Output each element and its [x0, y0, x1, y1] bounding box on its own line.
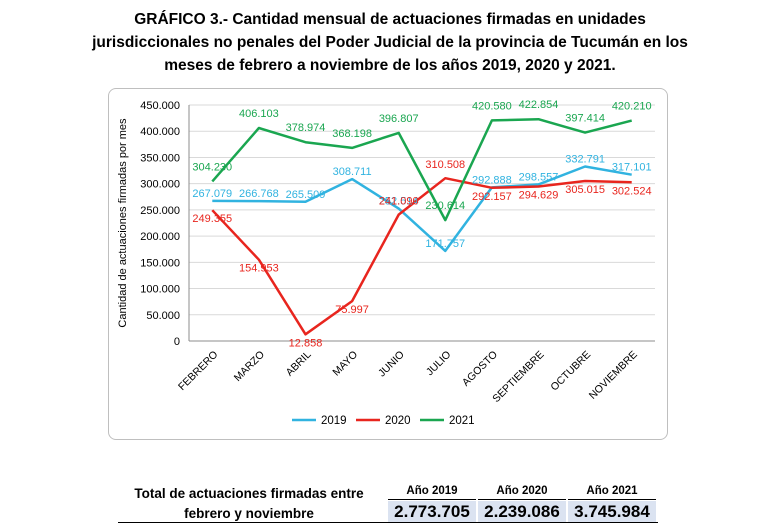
line-chart: 0 50.000 100.000 150.000 200.000 250.000 300.0…	[117, 99, 655, 427]
y-tick-label: 0	[174, 336, 180, 348]
data-label: 294.629	[519, 189, 559, 201]
x-tick-label: AGOSTO	[460, 349, 500, 389]
y-axis-label: Cantidad de actuaciones firmadas por mes	[117, 118, 129, 328]
data-label: 292.888	[472, 174, 512, 186]
x-tick-label: NOVIEMBRE	[587, 349, 640, 402]
totals-value: 2.239.086	[478, 501, 566, 523]
totals-year: Año 2020	[478, 484, 566, 500]
y-tick-label: 350.000	[140, 152, 180, 164]
totals-underline	[118, 522, 658, 523]
data-label: 305.015	[565, 184, 605, 196]
data-label: 230.614	[425, 200, 465, 212]
y-tick-label: 250.000	[140, 205, 180, 217]
series-line-2020	[211, 176, 632, 336]
data-label: 249.355	[192, 213, 232, 225]
series-line-2019	[212, 165, 632, 253]
totals-table: Total de actuaciones firmadas entre febr…	[118, 484, 658, 524]
y-tick-label: 450.000	[140, 100, 180, 112]
data-label: 12.858	[289, 337, 323, 349]
data-label: 406.103	[239, 108, 279, 120]
data-label: 397.414	[565, 113, 605, 125]
data-label: 332.791	[565, 153, 605, 165]
data-label: 420.580	[472, 100, 512, 112]
data-label: 75.997	[335, 304, 369, 316]
data-label: 241.090	[379, 196, 419, 208]
x-tick-label: JULIO	[424, 349, 454, 379]
data-label: 304.230	[192, 161, 232, 173]
totals-label: Total de actuaciones firmadas entre febr…	[118, 484, 380, 524]
series-line-2021	[211, 117, 633, 222]
data-label: 265.509	[286, 189, 326, 201]
data-label: 292.157	[472, 191, 512, 203]
data-label: 154.953	[239, 263, 279, 275]
legend-label: 2021	[449, 415, 475, 427]
x-tick-label: ABRIL	[284, 349, 314, 379]
data-label: 252.514	[379, 196, 419, 208]
chart-area	[108, 88, 668, 440]
y-tick-label: 400.000	[140, 126, 180, 138]
x-tick-label: OCTUBRE	[548, 349, 593, 394]
legend-label: 2020	[385, 415, 411, 427]
totals-column-2019: Año 2019 2.773.705	[388, 484, 476, 523]
totals-label-line: febrero y noviembre	[184, 506, 314, 521]
x-tick-label: FEBRERO	[176, 349, 220, 393]
title-line: GRÁFICO 3.- Cantidad mensual de actuacio…	[134, 11, 646, 28]
y-tick-label: 150.000	[140, 257, 180, 269]
legend-label: 2019	[321, 415, 347, 427]
data-label: 420.210	[612, 101, 652, 113]
data-label: 422.854	[519, 99, 559, 111]
title-line: jurisdiccionales no penales del Poder Ju…	[92, 34, 688, 51]
data-label: 266.768	[239, 188, 279, 200]
y-tick-label: 300.000	[140, 179, 180, 191]
x-tick-label: MARZO	[232, 349, 267, 384]
totals-year: Año 2019	[388, 484, 476, 500]
data-label: 317.101	[612, 162, 652, 174]
data-label: 378.974	[286, 122, 326, 134]
totals-value: 2.773.705	[388, 501, 476, 523]
data-label: 302.524	[612, 185, 652, 197]
y-tick-label: 200.000	[140, 231, 180, 243]
data-label: 267.079	[192, 188, 232, 200]
totals-column-2020: Año 2020 2.239.086	[478, 484, 566, 523]
y-tick-label: 50.000	[146, 310, 180, 322]
totals-column-2021: Año 2021 3.745.984	[568, 484, 656, 523]
chart-title: GRÁFICO 3.- Cantidad mensual de actuacio…	[40, 8, 740, 77]
data-label: 396.807	[379, 113, 419, 125]
data-label: 171.757	[425, 238, 465, 250]
title-line: meses de febrero a noviembre de los años…	[164, 57, 616, 74]
totals-year: Año 2021	[568, 484, 656, 500]
x-tick-label: MAYO	[330, 349, 360, 379]
data-label: 308.711	[333, 166, 372, 178]
totals-label-line: Total de actuaciones firmadas entre	[134, 486, 364, 501]
x-tick-label: JUNIO	[376, 349, 407, 380]
y-tick-label: 100.000	[140, 284, 180, 296]
data-label: 310.508	[425, 159, 465, 171]
data-label: 298.557	[519, 171, 559, 183]
totals-value: 3.745.984	[568, 501, 656, 523]
data-label: 368.198	[332, 128, 372, 140]
